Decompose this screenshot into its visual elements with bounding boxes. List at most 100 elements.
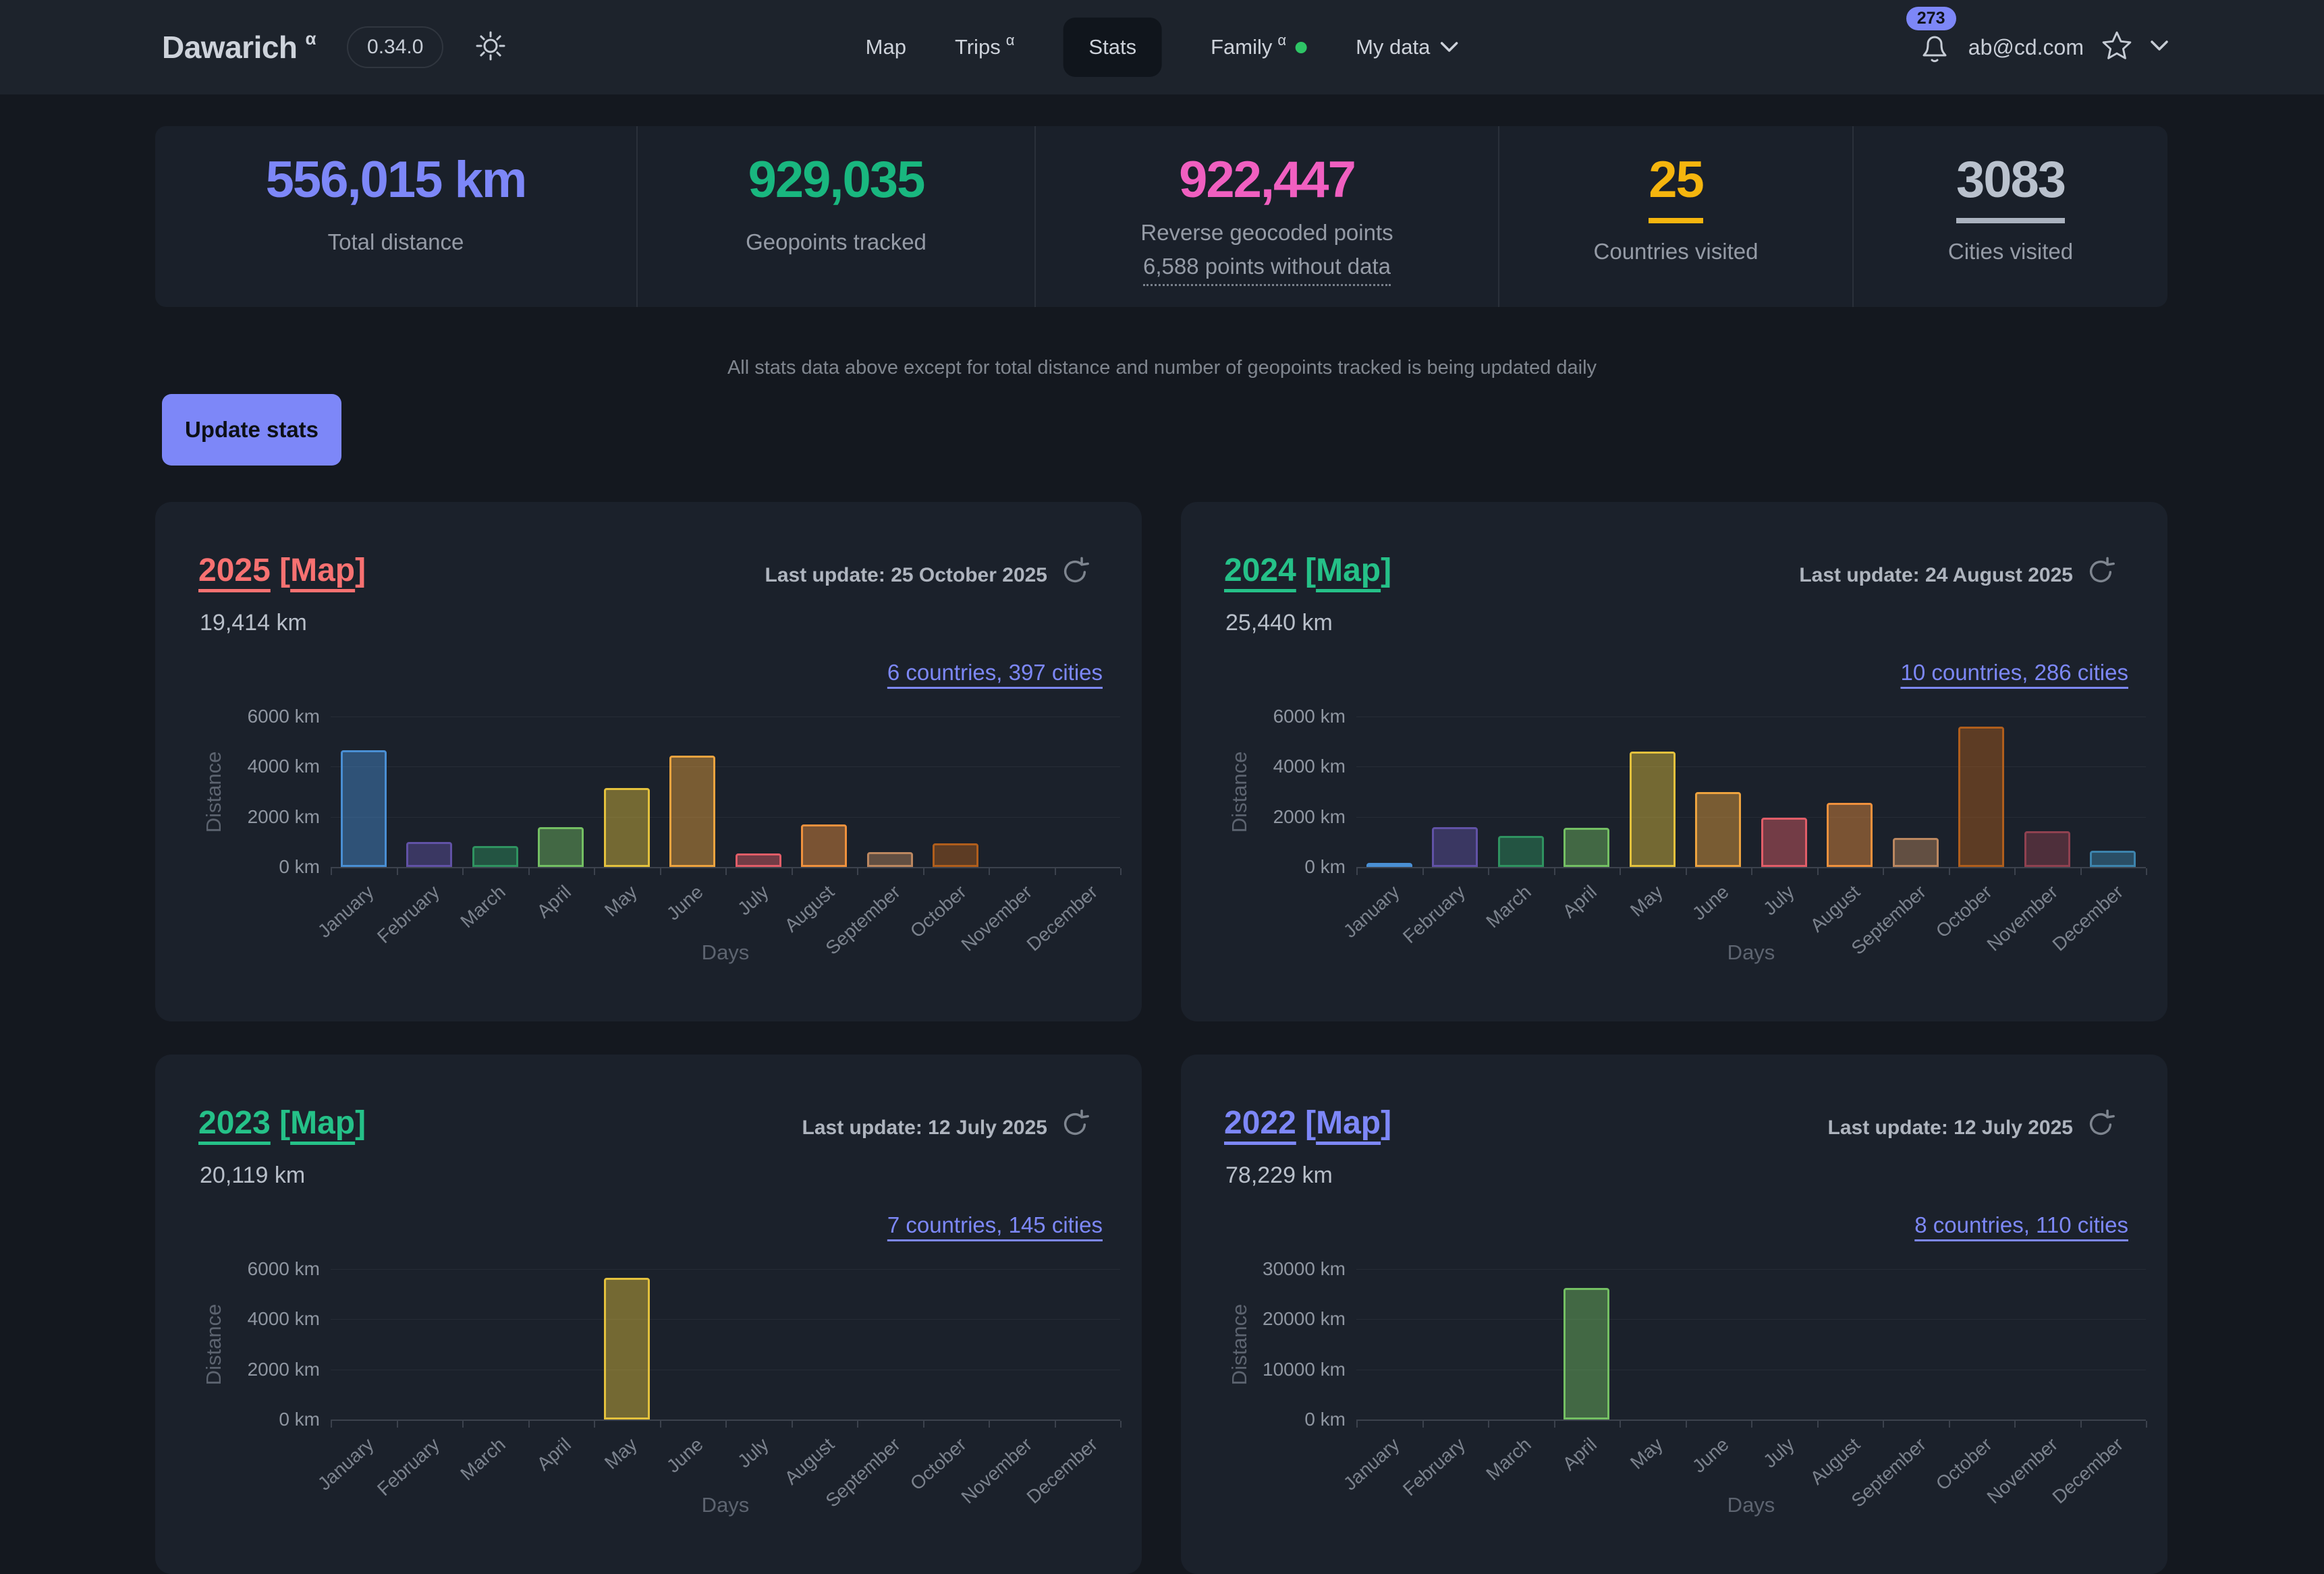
year-link[interactable]: 2023 [198,1105,271,1141]
nav-item-trips[interactable]: Trips α [954,32,1015,59]
star-icon[interactable] [2101,30,2132,65]
month-bar-september [867,852,913,867]
x-axis-tick [1686,1421,1687,1428]
month-bar-october [933,843,978,867]
x-axis-tick [462,868,464,875]
x-axis-label-april: April [533,881,576,922]
month-bar-july [736,853,781,867]
x-axis-label-february: February [1399,881,1470,948]
x-axis-label-october: October [906,881,970,942]
family-online-dot [1296,41,1308,53]
geopoints-value: 929,035 [748,151,926,208]
countries-cities-link[interactable]: 10 countries, 286 cities [1900,660,2128,685]
x-axis-tick [1554,1421,1555,1428]
y-axis-tick: 0 km [1304,856,1346,877]
x-axis-label-july: July [1759,881,1799,920]
x-axis-tick [660,1421,661,1428]
x-axis-tick [2014,1421,2016,1428]
x-axis-title: Days [701,1493,750,1517]
chevron-down-icon [1439,35,1458,59]
year-map-link[interactable]: Map [1316,553,1381,588]
year-map-link[interactable]: Map [290,1105,356,1141]
x-axis-tick [1554,868,1555,875]
x-axis-tick [1120,868,1122,875]
summary-stats-strip: 556,015 km Total distance 929,035 Geopoi… [155,126,2167,307]
nav-item-family[interactable]: Family α [1211,32,1308,59]
refresh-icon[interactable] [1059,1108,1090,1140]
theme-toggle-sun-icon[interactable] [474,30,507,65]
year-link[interactable]: 2025 [198,553,271,588]
chart-gridline [1356,1269,2146,1270]
x-axis-label-november: November [957,1434,1036,1508]
stat-reverse-geocoded: 922,447 Reverse geocoded points 6,588 po… [1034,126,1498,307]
x-axis-label-november: November [1983,1434,2062,1508]
chart-gridline [1356,816,2146,818]
year-link[interactable]: 2024 [1224,553,1296,588]
y-axis-title: Distance [1227,1303,1251,1385]
nav-item-map[interactable]: Map [865,35,906,59]
x-axis-label-may: May [1626,1434,1667,1473]
refresh-icon[interactable] [2085,1108,2116,1140]
month-bar-january [1366,863,1412,867]
x-axis-title: Days [1727,940,1775,964]
year-map-link[interactable]: Map [290,553,356,588]
year-link[interactable]: 2022 [1224,1105,1296,1141]
navbar-right: 273 ab@cd.com [1906,0,2169,94]
notifications-button[interactable]: 273 [1906,7,1956,65]
year-map-link[interactable]: Map [1316,1105,1381,1141]
year-card-title: 2025 [Map] [198,553,366,588]
x-axis-tick [1055,868,1056,875]
countries-cities-link[interactable]: 8 countries, 110 cities [1914,1212,2128,1237]
x-axis-tick [528,868,530,875]
x-axis-tick [2080,1421,2082,1428]
points-without-data: 6,588 points without data [1036,252,1498,286]
app-logo[interactable]: Dawarich α [162,28,316,65]
month-bar-may [1630,752,1676,867]
total-distance-value: 556,015 km [265,151,528,208]
y-axis-tick: 20000 km [1263,1308,1346,1330]
x-axis-tick [1883,868,1884,875]
version-badge: 0.34.0 [347,26,444,68]
x-axis-tick [1488,868,1489,875]
x-axis-label-march: March [1482,1434,1536,1485]
month-bar-november [2024,831,2070,867]
x-axis-label-december: December [2048,881,2128,955]
x-axis-tick [1356,868,1358,875]
nav-item-stats[interactable]: Stats [1063,18,1163,77]
chart-gridline [331,816,1120,818]
distance-bar-chart: 0 km 10000 km 20000 km 30000 km January Febru… [1181,1055,2167,1574]
refresh-icon[interactable] [1059,556,1090,587]
x-axis-tick [1949,1421,1950,1428]
x-axis-label-may: May [600,1434,642,1473]
distance-bar-chart: 0 km 2000 km 4000 km 6000 km January February… [155,1055,1142,1574]
user-email[interactable]: ab@cd.com [1968,34,2084,59]
nav-item-my-data[interactable]: My data [1356,35,1458,59]
y-axis-title: Distance [202,1303,225,1385]
update-stats-button[interactable]: Update stats [162,394,341,466]
x-axis-label-january: January [314,1434,379,1494]
countries-visited-label: Countries visited [1593,239,1759,264]
x-axis-label-august: August [781,881,839,936]
stat-countries-visited: 25 Countries visited [1498,126,1852,307]
daily-update-note: All stats data above except for total di… [727,357,1597,378]
year-card-title: 2023 [Map] [198,1105,366,1141]
reverse-geocoded-label: Reverse geocoded points [1140,220,1393,245]
x-axis-label-june: June [662,881,707,924]
month-bar-june [669,756,715,867]
user-menu-chevron-down-icon[interactable] [2150,39,2169,56]
x-axis-tick [1751,868,1752,875]
x-axis-tick [857,868,858,875]
x-axis-tick [1817,1421,1819,1428]
app-logo-text: Dawarich [162,30,298,65]
x-axis-label-december: December [2048,1434,2128,1508]
y-axis-tick: 2000 km [1273,806,1346,827]
countries-cities-link[interactable]: 7 countries, 145 cities [887,1212,1103,1237]
chart-gridline [331,1319,1120,1320]
last-update-text: Last update: 12 July 2025 [1827,1117,2074,1139]
last-update-text: Last update: 25 October 2025 [765,564,1047,586]
refresh-icon[interactable] [2085,556,2116,587]
x-axis-tick [857,1421,858,1428]
countries-cities-link[interactable]: 6 countries, 397 cities [887,660,1103,685]
x-axis-label-may: May [1626,881,1667,921]
